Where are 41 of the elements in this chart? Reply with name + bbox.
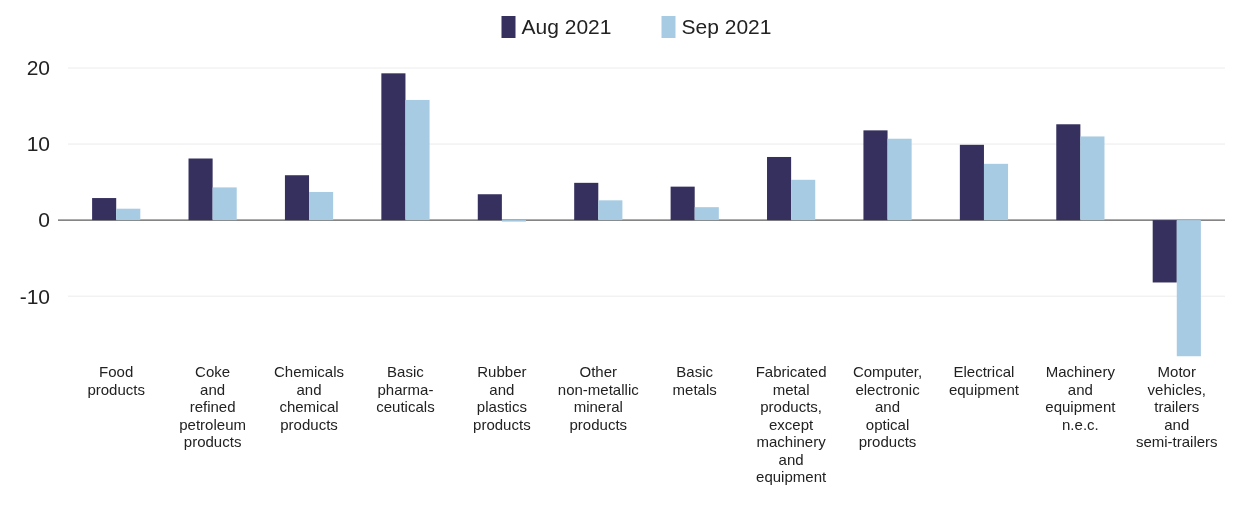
bar: [284, 175, 310, 221]
bar: [92, 198, 117, 221]
y-tick-label: 0: [38, 208, 50, 232]
bar: [694, 207, 719, 221]
x-tick-label: Electrical equipment: [948, 363, 1020, 398]
y-tick-label: 20: [26, 56, 50, 80]
bar: [1056, 124, 1081, 221]
bar: [863, 130, 888, 221]
bar: [670, 186, 695, 221]
legend-label: Aug 2021: [521, 15, 612, 39]
bar: [381, 73, 406, 221]
bar: [188, 158, 213, 221]
bar: [477, 194, 502, 221]
x-tick-label: Computer, electronic and optical products: [852, 363, 923, 450]
bar: [791, 179, 816, 221]
bar: [959, 144, 984, 221]
bar: [1176, 220, 1201, 357]
bar: [212, 187, 237, 221]
bar: [309, 191, 334, 221]
x-tick-label: Chemicals and chemical products: [274, 363, 345, 433]
bar: [405, 99, 430, 221]
bar: [116, 208, 141, 221]
y-tick-label: -10: [19, 284, 50, 308]
x-tick-label: Fabricated metal products, except machinery and equipment: [755, 363, 827, 485]
bar: [887, 138, 912, 221]
bar: [1152, 220, 1177, 283]
x-tick-label: Food products: [87, 363, 145, 398]
bar: [767, 156, 792, 221]
legend-label: Sep 2021: [681, 15, 772, 39]
bar: [598, 200, 623, 221]
bar: [983, 163, 1009, 221]
x-tick-label: Machinery and equipment n.e.c.: [1045, 363, 1117, 433]
bar: [1080, 136, 1105, 221]
x-tick-label: Basic pharma-ceuticals: [376, 363, 435, 415]
x-tick-label: Basic metals: [672, 363, 717, 398]
x-tick-label: Rubber and plastics products: [473, 363, 531, 433]
x-tick-label: Other non-metallic mineral products: [557, 363, 640, 433]
y-tick-label: 10: [26, 132, 50, 156]
x-tick-label: Coke and refined petroleum products: [179, 363, 246, 450]
x-tick-label: Motor vehicles, trailers and semi-trailers: [1135, 363, 1218, 450]
bar: [574, 182, 599, 221]
